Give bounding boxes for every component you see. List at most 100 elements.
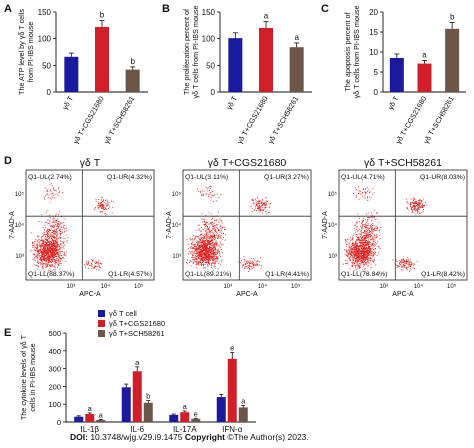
- flow-dot: [55, 246, 57, 248]
- flow-dot: [60, 226, 62, 228]
- flow-dot: [196, 256, 198, 258]
- flow-dot: [56, 256, 57, 257]
- flow-dot: [52, 225, 54, 227]
- flow-dot: [55, 189, 56, 191]
- flow-dot: [421, 206, 423, 207]
- panel-e-category-label: IL-6: [130, 425, 144, 434]
- flow-dot: [418, 203, 420, 205]
- flow-dot: [213, 256, 215, 258]
- flow-dot: [199, 262, 201, 264]
- flow-dot: [196, 246, 197, 248]
- flow-dot: [374, 253, 376, 255]
- flow-x-tick-label: 10⁴: [258, 283, 268, 290]
- flow-dot: [366, 232, 368, 234]
- flow-dot: [207, 243, 208, 245]
- flow-dot: [47, 244, 49, 246]
- flow-dot: [360, 257, 362, 259]
- flow-dot: [366, 231, 368, 233]
- flow-dot: [47, 265, 49, 267]
- flow-dot: [361, 222, 363, 224]
- flow-dot: [208, 194, 210, 196]
- flow-dot: [199, 246, 201, 247]
- flow-dot: [48, 260, 49, 262]
- panel-b-bar: [289, 47, 304, 92]
- flow-dot: [260, 203, 262, 205]
- flow-dot: [417, 202, 419, 204]
- flow-dot: [43, 235, 44, 237]
- flow-dot: [58, 221, 60, 222]
- flow-dot: [362, 235, 364, 237]
- flow-dot: [215, 261, 217, 263]
- flow-dot: [260, 205, 262, 207]
- flow-dot: [51, 252, 53, 253]
- flow-dot: [366, 260, 368, 262]
- flow-dot: [363, 246, 365, 248]
- flow-x-tick-label: 10⁵: [291, 283, 301, 290]
- flow-dot: [105, 203, 107, 205]
- flow-dot: [371, 245, 373, 247]
- flow-dot: [52, 246, 53, 247]
- flow-dot: [53, 249, 55, 251]
- flow-dot: [401, 265, 403, 267]
- flow-dot: [213, 258, 215, 260]
- flow-dot: [353, 253, 355, 255]
- flow-dot: [200, 227, 202, 228]
- flow-dot: [411, 211, 413, 213]
- flow-dot: [371, 219, 373, 221]
- flow-dot: [360, 234, 362, 236]
- flow-dot: [44, 246, 46, 247]
- panel-e-bar: [169, 414, 179, 422]
- flow-dot: [193, 258, 194, 260]
- flow-dot: [59, 258, 61, 260]
- flow-dot: [361, 221, 363, 223]
- flow-dot: [194, 243, 196, 245]
- flow-dot: [53, 242, 55, 243]
- flow-dot: [195, 255, 197, 257]
- flow-dot: [52, 226, 53, 227]
- flow-dot: [51, 244, 53, 245]
- flow-dot: [421, 207, 423, 208]
- flow-dot: [262, 204, 263, 206]
- flow-dot: [49, 201, 51, 203]
- flow-dot: [59, 268, 61, 270]
- flow-dot: [199, 243, 201, 245]
- flow-dot: [57, 220, 59, 222]
- flow-dot: [54, 243, 56, 244]
- flow-dot: [371, 231, 372, 233]
- flow-dot: [54, 253, 56, 254]
- flow-dot: [414, 199, 416, 201]
- flow-dot: [351, 252, 353, 253]
- flow-dot: [102, 203, 104, 205]
- flow-dot: [412, 205, 414, 207]
- flow-dot: [88, 263, 89, 265]
- flow-dot: [364, 219, 366, 221]
- flow-dot: [203, 236, 205, 238]
- flow-dot: [47, 238, 49, 240]
- flow-dot: [36, 254, 38, 256]
- flow-dot: [209, 186, 210, 188]
- flow-dot: [53, 232, 55, 234]
- flow-dot: [378, 246, 379, 248]
- flow-dot: [352, 264, 354, 266]
- flow-dot: [409, 259, 411, 261]
- flow-dot: [196, 262, 198, 264]
- flow-dot: [56, 248, 58, 250]
- flow-dot: [206, 247, 208, 249]
- flow-dot: [401, 266, 403, 268]
- flow-dot: [349, 257, 351, 259]
- flow-dot: [59, 246, 61, 248]
- flow-dot: [214, 248, 216, 250]
- flow-dot: [101, 211, 102, 213]
- flow-dot: [199, 253, 201, 255]
- panel-e-legend-label: γδ T cell: [109, 309, 137, 318]
- flow-dot: [361, 245, 363, 247]
- flow-dot: [211, 235, 213, 237]
- flow-dot: [355, 242, 357, 244]
- flow-dot: [51, 242, 52, 244]
- flow-dot: [39, 258, 41, 259]
- flow-dot: [53, 221, 55, 223]
- flow-dot: [204, 245, 206, 247]
- flow-dot: [216, 256, 217, 258]
- flow-dot: [354, 262, 355, 264]
- flow-dot: [205, 255, 207, 257]
